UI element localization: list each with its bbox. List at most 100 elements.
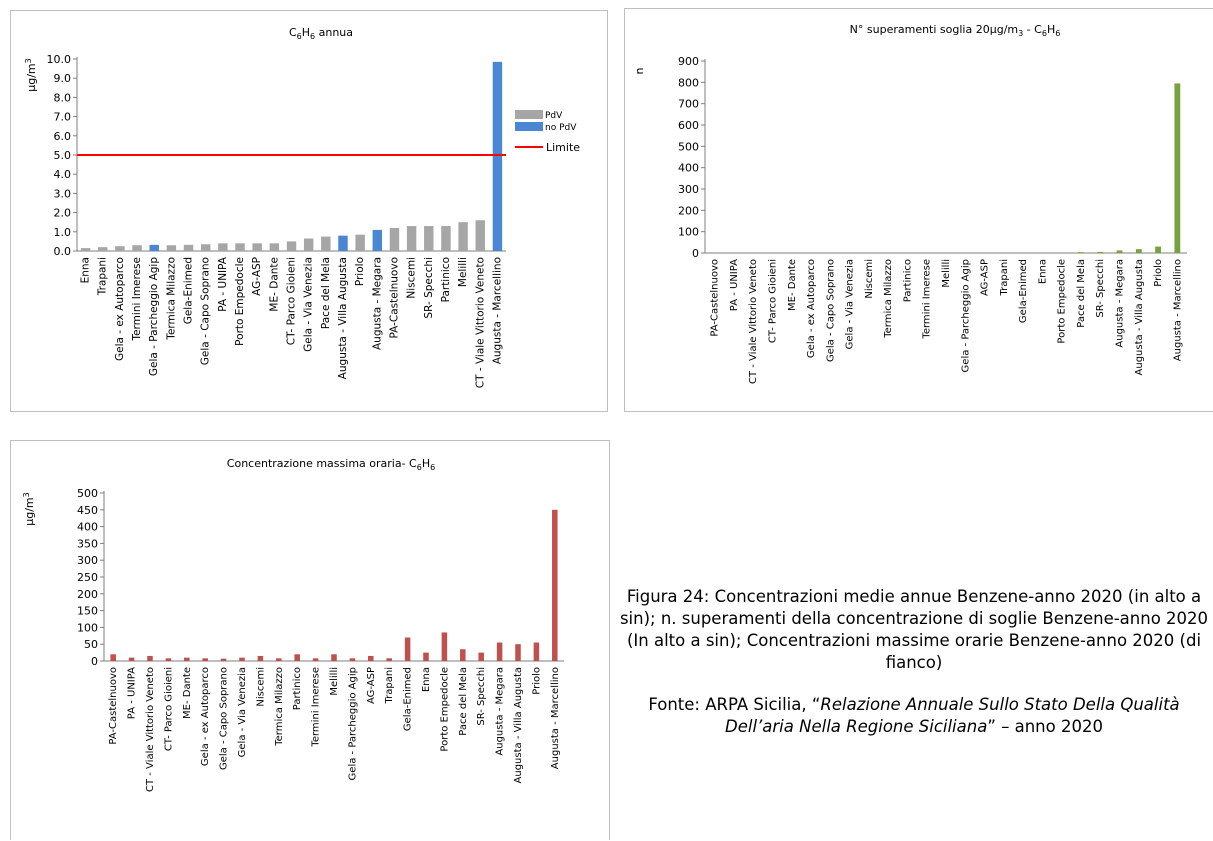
bar-ct-viale-vittorio-veneto [475, 220, 485, 251]
category-label: Priolo [354, 257, 366, 286]
category-label: ME- Dante [182, 667, 193, 719]
y-tick-label: 50 [84, 638, 98, 651]
chart-panel-annual-mean: C6H6 annua µg/m3 0.0 1.0 2.0 3.0 4.0 5.0 6.0 7.0 8… [10, 10, 608, 412]
exceedances-chart: N° superamenti soglia 20µg/m3 - C6H6 n 0 10… [633, 23, 1187, 384]
bar-porto-empedocle [235, 243, 245, 251]
category-label: Gela - Capo Soprano [825, 259, 836, 362]
category-label: CT- Parco Gioieni [767, 259, 778, 343]
bar-gela-ex-autoparco [115, 246, 125, 251]
category-label: ME- Dante [787, 259, 798, 311]
y-tick-label: 4.0 [54, 168, 72, 181]
bar-me-dante [184, 657, 190, 661]
category-label: Melilli [457, 257, 469, 287]
category-label: SR- Specchi [476, 667, 487, 726]
category-label: Termica Milazzo [274, 667, 285, 747]
bar-gela-enimed [183, 244, 194, 251]
category-label: Gela - ex Autoparco [806, 259, 817, 358]
category-label: Enna [421, 667, 432, 692]
category-label: CT - Viale Vittorio Veneto [474, 257, 486, 388]
source-title: Relazione Annuale Sullo Stato Della Qual… [725, 695, 1180, 736]
y-tick-label: 700 [678, 98, 699, 111]
category-label: Augusta - Megara [495, 667, 506, 756]
category-label: ME- Dante [268, 257, 280, 312]
y-tick-label: 500 [77, 487, 98, 500]
bar-ag-asp [368, 655, 374, 661]
y-tick-label: 7.0 [54, 111, 72, 124]
category-label: AG-ASP [980, 259, 991, 296]
category-label: Partinico [292, 667, 303, 710]
bar-partinico [441, 226, 451, 251]
bar-gela-via-venezia [303, 238, 314, 251]
bar-augusta-megara [1116, 250, 1123, 253]
y-tick-label: 300 [678, 183, 699, 196]
category-label: Termica Milazzo [165, 257, 177, 341]
category-label: Niscemi [255, 667, 266, 707]
bar-me-dante [269, 243, 280, 251]
category-label: PA - UNIPA [127, 667, 138, 719]
y-tick-label: 900 [678, 55, 699, 68]
category-label: Priolo [531, 667, 542, 695]
category-label: AG-ASP [251, 257, 263, 296]
bar-melilli [331, 654, 337, 661]
legend-label-limit: Limite [546, 141, 580, 154]
y-tick-label: 400 [678, 162, 699, 175]
bar-enna [80, 248, 91, 251]
caption-source: Fonte: ARPA Sicilia, “Relazione Annuale … [615, 694, 1213, 738]
category-label: Gela - ex Autoparco [200, 667, 211, 766]
category-label: Gela - Via Venezia [303, 257, 315, 352]
y-tick-label: 600 [678, 119, 699, 132]
bar-porto-empedocle [441, 632, 448, 661]
category-label: Niscemi [864, 259, 875, 299]
annual-mean-chart: C6H6 annua µg/m3 0.0 1.0 2.0 3.0 4.0 5.0 6.0 7.0 8… [24, 26, 580, 388]
category-label: PA - UNIPA [729, 259, 740, 311]
y-tick-label: 100 [77, 621, 98, 634]
bar-pa-unipa [128, 657, 135, 661]
bar-ct-parco-gioieni [165, 658, 172, 661]
bar-termica-milazzo [166, 245, 177, 251]
y-tick-label: 100 [678, 226, 699, 239]
category-label: Niscemi [406, 257, 418, 299]
bar-termini-imerese [312, 658, 319, 661]
bar-melilli [458, 222, 468, 251]
bar-gela-parcheggio-agip [149, 244, 159, 251]
category-label: Augusta - Marcellino [1172, 259, 1183, 361]
legend-label-nopdv: no PdV [545, 123, 577, 133]
y-tick-label: 3.0 [54, 187, 72, 200]
bar-pa-unipa [218, 243, 228, 251]
chart-title: C6H6 annua [289, 26, 353, 41]
bar-enna [423, 652, 429, 661]
category-label: Enna [80, 257, 92, 283]
bar-augusta-marcellino [492, 61, 503, 251]
y-tick-label: 200 [678, 204, 699, 217]
caption-text: Figura 24: Concentrazioni medie annue Be… [619, 587, 1209, 672]
category-label: Termini Imerese [131, 257, 143, 342]
category-label: Augusta - Marcellino [550, 667, 561, 769]
bar-gela-enimed [404, 637, 411, 661]
category-label: Augusta - Villa Augusta [1134, 259, 1145, 375]
category-label: Gela-Enimed [183, 257, 195, 324]
bar-pace-del-mela [321, 236, 331, 251]
category-label: AG-ASP [366, 667, 377, 704]
bar-ct-viale-vittorio-veneto [147, 655, 153, 661]
category-label: Gela - ex Autoparco [114, 257, 126, 361]
category-label: Termini Imerese [311, 667, 322, 748]
legend-label-pdv: PdV [545, 111, 563, 121]
y-tick-label: 8.0 [54, 91, 72, 104]
bar-pace-del-mela [460, 649, 466, 661]
category-label: SR- Specchi [423, 257, 435, 319]
bar-gela-ex-autoparco [202, 658, 208, 661]
y-tick-label: 200 [77, 588, 98, 601]
category-label: CT - Viale Vittorio Veneto [145, 667, 156, 792]
y-tick-label: 0 [91, 655, 98, 668]
bar-pa-castelnuovo [110, 654, 116, 661]
bar-trapani [98, 247, 108, 251]
y-tick-label: 150 [77, 605, 98, 618]
figure-caption: Figura 24: Concentrazioni medie annue Be… [615, 586, 1213, 758]
bar-augusta-megara [496, 642, 503, 661]
y-axis-label: n [633, 67, 646, 74]
y-tick-label: 500 [678, 140, 699, 153]
category-label: Gela - Capo Soprano [200, 257, 212, 365]
category-label: Trapani [97, 257, 109, 296]
y-tick-label: 0.0 [54, 245, 72, 258]
bar-sr-specchi [424, 226, 434, 251]
